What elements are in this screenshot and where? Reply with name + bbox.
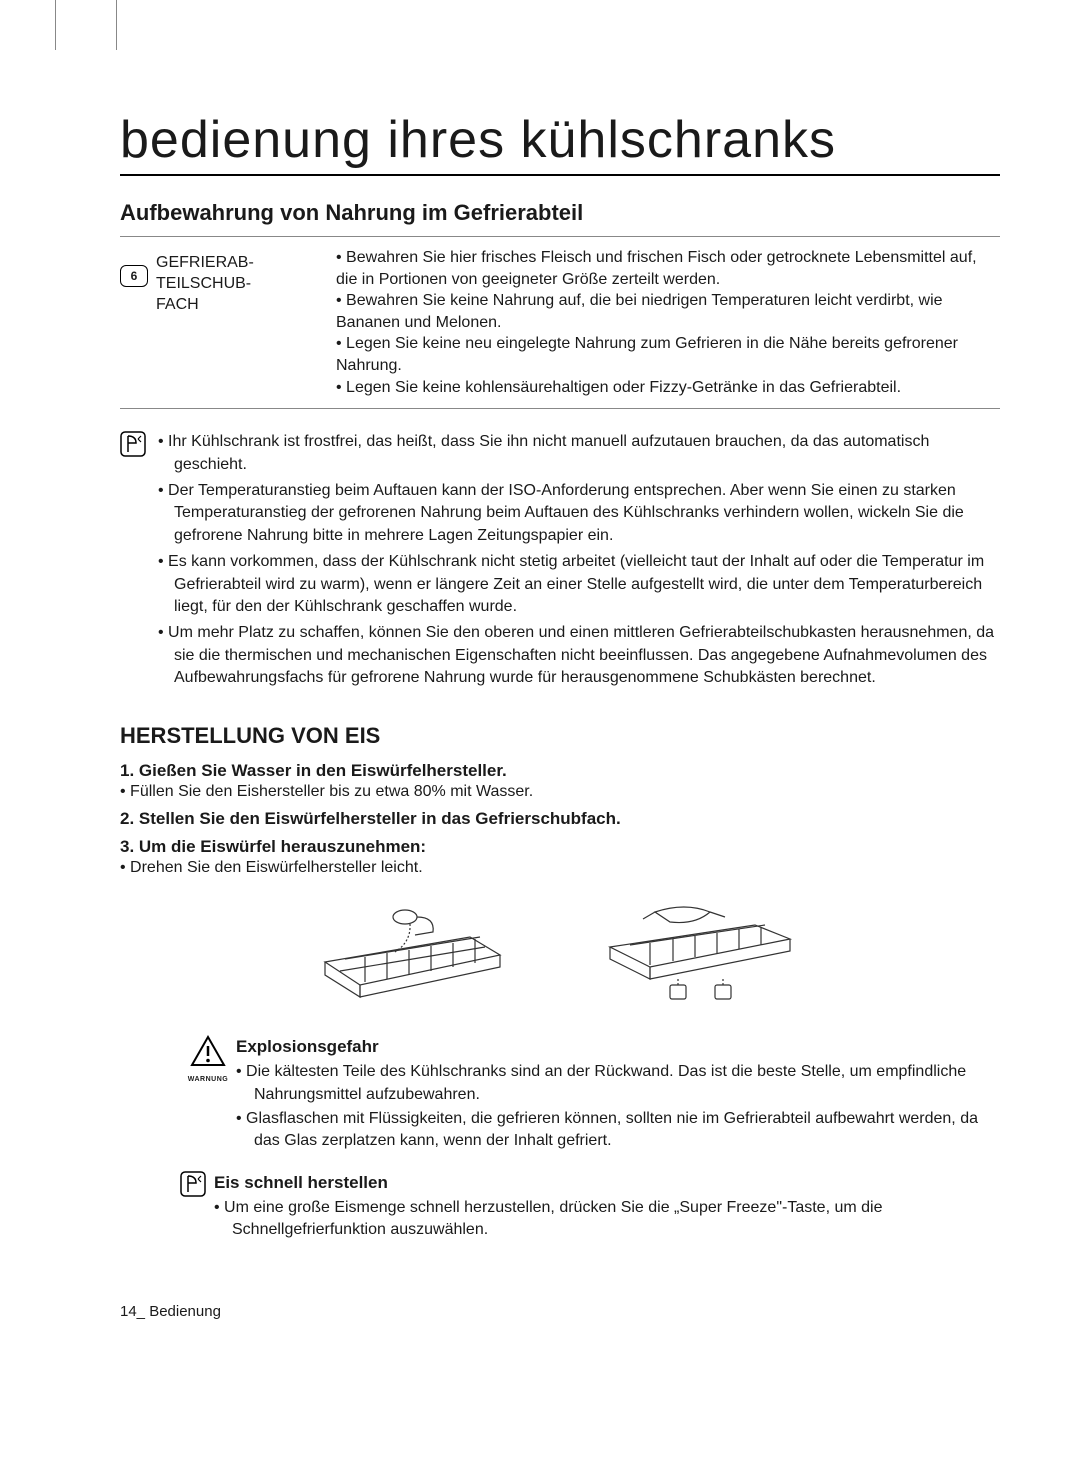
warning-content: Explosionsgefahr Die kältesten Teile des… xyxy=(236,1035,1000,1154)
warning-bullet: Die kältesten Teile des Kühlschranks sin… xyxy=(236,1061,1000,1106)
note-item: Um mehr Platz zu schaffen, können Sie de… xyxy=(158,622,1000,689)
tip-icon xyxy=(180,1171,206,1197)
warning-icon-column: WARNUNG xyxy=(180,1035,236,1154)
note-item: Ihr Kühlschrank ist frostfrei, das heißt… xyxy=(158,431,1000,476)
tip-block: Eis schnell herstellen Um eine große Eis… xyxy=(180,1171,1000,1244)
storage-label-line2: TEILSCHUB- xyxy=(156,275,251,292)
tip-content: Eis schnell herstellen Um eine große Eis… xyxy=(214,1171,1000,1244)
note-icon xyxy=(120,431,150,693)
illustrations-row xyxy=(120,897,1000,1007)
warning-label: WARNUNG xyxy=(180,1075,236,1085)
storage-label: GEFRIERAB- TEILSCHUB- FACH xyxy=(156,253,254,315)
step-3-title: 3. Um die Eiswürfel herauszunehmen: xyxy=(120,837,1000,857)
page-footer: 14_ Bedienung xyxy=(120,1303,1000,1320)
step-3-body: • Drehen Sie den Eiswürfelhersteller lei… xyxy=(120,859,1000,877)
storage-bullet: Bewahren Sie keine Nahrung auf, die bei … xyxy=(336,290,1000,333)
page-content: bedienung ihres kühlschranks Aufbewahrun… xyxy=(0,0,1080,1370)
tip-title: Eis schnell herstellen xyxy=(214,1171,1000,1195)
step-2-title: 2. Stellen Sie den Eiswürfelhersteller i… xyxy=(120,809,1000,829)
tip-icon-column xyxy=(180,1171,214,1244)
notes-list: Ihr Kühlschrank ist frostfrei, das heißt… xyxy=(158,431,1000,693)
storage-label-line3: FACH xyxy=(156,296,199,313)
warning-title: Explosionsgefahr xyxy=(236,1035,1000,1059)
ice-tray-fill-illustration xyxy=(315,897,515,1007)
storage-bullet: Legen Sie keine kohlensäurehaltigen oder… xyxy=(336,377,1000,399)
storage-left: 6 GEFRIERAB- TEILSCHUB- FACH xyxy=(120,247,320,315)
storage-bullet: Legen Sie keine neu eingelegte Nahrung z… xyxy=(336,333,1000,376)
storage-bullets: Bewahren Sie hier frisches Fleisch und f… xyxy=(320,247,1000,398)
storage-row: 6 GEFRIERAB- TEILSCHUB- FACH Bewahren Si… xyxy=(120,236,1000,409)
warning-icon xyxy=(190,1035,226,1067)
step-1-title: 1. Gießen Sie Wasser in den Eiswürfelher… xyxy=(120,761,1000,781)
storage-number-box: 6 xyxy=(120,265,148,287)
step-1-body: • Füllen Sie den Eishersteller bis zu et… xyxy=(120,783,1000,801)
ice-section-heading: HERSTELLUNG VON EIS xyxy=(120,723,1000,749)
ice-tray-twist-illustration xyxy=(595,897,805,1007)
warning-bullet: Glasflaschen mit Flüssigkeiten, die gefr… xyxy=(236,1108,1000,1153)
page-title: bedienung ihres kühlschranks xyxy=(120,110,1000,176)
note-item: Es kann vorkommen, dass der Kühlschrank … xyxy=(158,551,1000,618)
storage-bullet: Bewahren Sie hier frisches Fleisch und f… xyxy=(336,247,1000,290)
warning-block: WARNUNG Explosionsgefahr Die kältesten T… xyxy=(180,1035,1000,1154)
section-heading: Aufbewahrung von Nahrung im Gefrierabtei… xyxy=(120,200,1000,226)
note-item: Der Temperaturanstieg beim Auftauen kann… xyxy=(158,480,1000,547)
notes-block: Ihr Kühlschrank ist frostfrei, das heißt… xyxy=(120,431,1000,693)
storage-label-line1: GEFRIERAB- xyxy=(156,254,254,271)
tip-bullet: Um eine große Eismenge schnell herzustel… xyxy=(214,1197,1000,1242)
page-tab-marks xyxy=(55,0,117,50)
